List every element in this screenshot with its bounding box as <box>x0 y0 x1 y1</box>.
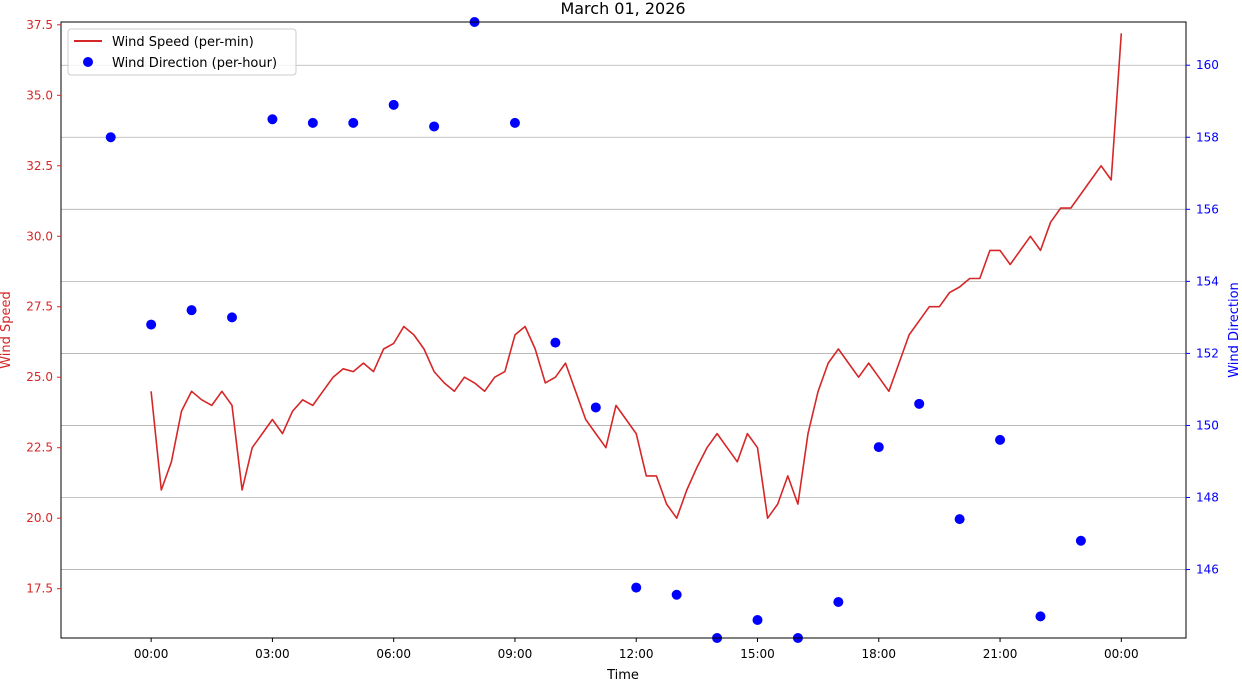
y-left-tick-label: 32.5 <box>26 159 53 173</box>
y-left-tick-label: 27.5 <box>26 300 53 314</box>
y-left-tick-label: 37.5 <box>26 18 53 32</box>
x-tick-label: 00:00 <box>1104 647 1139 661</box>
y-left-tick-label: 17.5 <box>26 582 53 596</box>
y-left-tick-label: 30.0 <box>26 229 53 243</box>
wind-direction-point <box>671 589 682 600</box>
y-right-tick-label: 152 <box>1196 346 1219 360</box>
wind-direction-point <box>105 132 116 143</box>
wind-direction-point <box>550 337 561 348</box>
x-tick-label: 21:00 <box>983 647 1018 661</box>
x-axis-label: Time <box>606 668 639 682</box>
wind-direction-point <box>873 442 884 453</box>
legend: Wind Speed (per-min) Wind Direction (per… <box>67 28 297 76</box>
y-left-tick-label: 20.0 <box>26 511 53 525</box>
y-left-tick-label: 22.5 <box>26 441 53 455</box>
y-right-tick-label: 148 <box>1196 491 1219 505</box>
wind-direction-point <box>752 614 763 625</box>
wind-direction-point <box>590 402 601 413</box>
x-tick-label: 15:00 <box>740 647 775 661</box>
legend-wind-speed-label: Wind Speed (per-min) <box>112 35 254 50</box>
wind-direction-point <box>186 305 197 316</box>
wind-direction-point <box>429 121 440 132</box>
x-tick-label: 09:00 <box>498 647 533 661</box>
x-tick-label: 03:00 <box>255 647 290 661</box>
wind-direction-point <box>267 114 278 125</box>
wind-direction-point <box>1075 535 1086 546</box>
x-tick-label: 00:00 <box>134 647 169 661</box>
wind-direction-point <box>995 434 1006 445</box>
wind-direction-point <box>914 398 925 409</box>
wind-direction-point <box>226 312 237 323</box>
wind-direction-point <box>348 117 359 128</box>
wind-direction-point <box>833 596 844 607</box>
y-axis-left-label: Wind Speed <box>0 291 14 369</box>
y-right-tick-label: 154 <box>1196 274 1219 288</box>
wind-direction-point <box>954 514 965 525</box>
legend-wind-direction-label: Wind Direction (per-hour) <box>112 56 277 71</box>
x-tick-label: 18:00 <box>861 647 896 661</box>
x-tick-label: 12:00 <box>619 647 654 661</box>
legend-box <box>67 28 297 76</box>
y-right-tick-label: 150 <box>1196 418 1219 432</box>
legend-wind-direction-swatch <box>83 57 93 67</box>
wind-direction-point <box>631 582 642 593</box>
chart-title: March 01, 2026 <box>560 0 685 18</box>
y-right-tick-label: 158 <box>1196 130 1219 144</box>
y-axis-right-label: Wind Direction <box>1227 282 1242 378</box>
wind-direction-point <box>307 117 318 128</box>
y-right-tick-label: 160 <box>1196 58 1219 72</box>
x-tick-label: 06:00 <box>376 647 411 661</box>
plot-frame <box>60 21 1187 639</box>
y-right-tick-label: 146 <box>1196 563 1219 577</box>
wind-direction-point <box>146 319 157 330</box>
wind-speed-line <box>150 33 1123 520</box>
y-left-tick-label: 25.0 <box>26 370 53 384</box>
wind-direction-point <box>509 117 520 128</box>
y-left-tick-label: 35.0 <box>26 88 53 102</box>
wind-direction-point <box>388 99 399 110</box>
wind-direction-point <box>1035 611 1046 622</box>
y-right-tick-label: 156 <box>1196 202 1219 216</box>
